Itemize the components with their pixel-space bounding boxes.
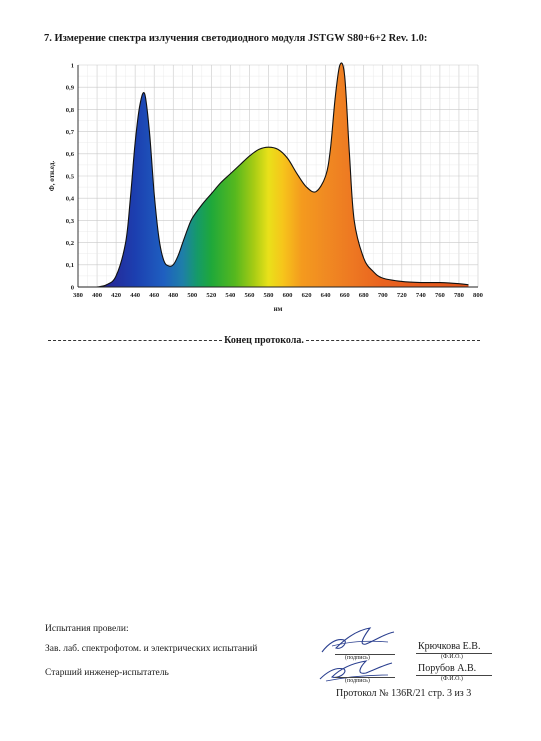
handwritten-signature-1 (321, 627, 395, 653)
x-tick-label: 640 (321, 292, 332, 299)
spectrum-line (96, 62, 469, 288)
name-2: Порубов А.В. (418, 663, 477, 674)
tests-conducted-label: Испытания провели: (45, 624, 129, 634)
y-tick-label: 0,1 (66, 262, 74, 269)
x-tick-label: 540 (225, 292, 236, 299)
x-tick-label: 740 (416, 292, 427, 299)
protocol-footer: Протокол № 136R/21 стр. 3 из 3 (336, 688, 472, 699)
x-tick-label: 420 (111, 292, 122, 299)
spectrum-chart: 380 400 420 440 460 480 500 520 540 560 580 600 620 6… (48, 62, 484, 313)
signature-line-2 (335, 677, 395, 678)
name-1: Крючкова Е.В. (418, 641, 481, 652)
fio-caption-2: (Ф.И.О.) (441, 676, 463, 682)
x-tick-label: 560 (244, 292, 255, 299)
x-tick-label: 680 (359, 292, 370, 299)
fio-line-1 (416, 653, 492, 654)
x-tick-label: 700 (378, 292, 389, 299)
chart-ticks: 380 400 420 440 460 480 500 520 540 560 580 600 620 6… (66, 62, 484, 299)
chart-area-layer (96, 62, 469, 288)
y-tick-label: 0,4 (66, 196, 75, 203)
x-tick-label: 380 (73, 292, 84, 299)
chart-axes (77, 65, 478, 288)
x-tick-label: 440 (130, 292, 141, 299)
x-tick-label: 400 (92, 292, 103, 299)
y-axis-label: Ф, отн.ед. (48, 161, 56, 192)
x-tick-label: 460 (149, 292, 160, 299)
fio-caption-1: (Ф.И.О.) (441, 654, 463, 660)
y-tick-label: 0,9 (66, 85, 75, 92)
y-tick-label: 0 (71, 284, 75, 291)
section-title: 7. Измерение спектра излучения светодиод… (44, 33, 428, 44)
signature-line-1 (335, 654, 395, 655)
signature-caption-1: (подпись) (345, 655, 370, 661)
x-tick-label: 500 (187, 292, 198, 299)
signature-caption-2: (подпись) (345, 678, 370, 684)
x-axis-label: нм (274, 305, 283, 313)
x-tick-label: 600 (283, 292, 294, 299)
y-tick-label: 0,3 (66, 218, 75, 225)
x-tick-label: 760 (435, 292, 446, 299)
y-tick-label: 0,7 (66, 129, 75, 136)
role-1: Зав. лаб. спектрофотом. и электрических … (45, 644, 258, 654)
x-tick-label: 780 (454, 292, 465, 299)
end-of-protocol-line: Конец протокола. (48, 335, 480, 346)
handwritten-signature-2 (319, 660, 393, 682)
x-tick-label: 520 (206, 292, 217, 299)
spectrum-area (97, 62, 469, 287)
x-tick-label: 800 (473, 292, 484, 299)
y-tick-label: 1 (71, 62, 74, 69)
y-tick-label: 0,6 (66, 151, 75, 158)
role-2: Старший инженер-испытатель (45, 668, 169, 678)
x-tick-label: 620 (302, 292, 313, 299)
x-tick-label: 660 (340, 292, 351, 299)
dash-rule-right (305, 340, 480, 341)
dash-rule-left (48, 340, 223, 341)
y-tick-label: 0,8 (66, 107, 75, 114)
end-of-protocol-text: Конец протокола. (224, 335, 304, 346)
y-tick-label: 0,5 (66, 173, 75, 180)
fio-line-2 (416, 675, 492, 676)
y-tick-label: 0,2 (66, 240, 75, 247)
x-tick-label: 720 (397, 292, 408, 299)
x-tick-label: 580 (264, 292, 275, 299)
x-tick-label: 480 (168, 292, 179, 299)
